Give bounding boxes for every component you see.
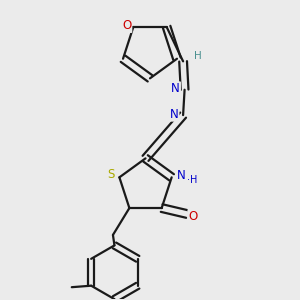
Text: N: N [171,82,180,95]
Text: S: S [107,169,115,182]
Text: O: O [188,210,198,223]
Text: O: O [122,19,131,32]
Text: N: N [177,169,186,182]
Text: ·H: ·H [188,175,198,185]
Text: H: H [194,51,201,61]
Text: N: N [170,108,178,121]
